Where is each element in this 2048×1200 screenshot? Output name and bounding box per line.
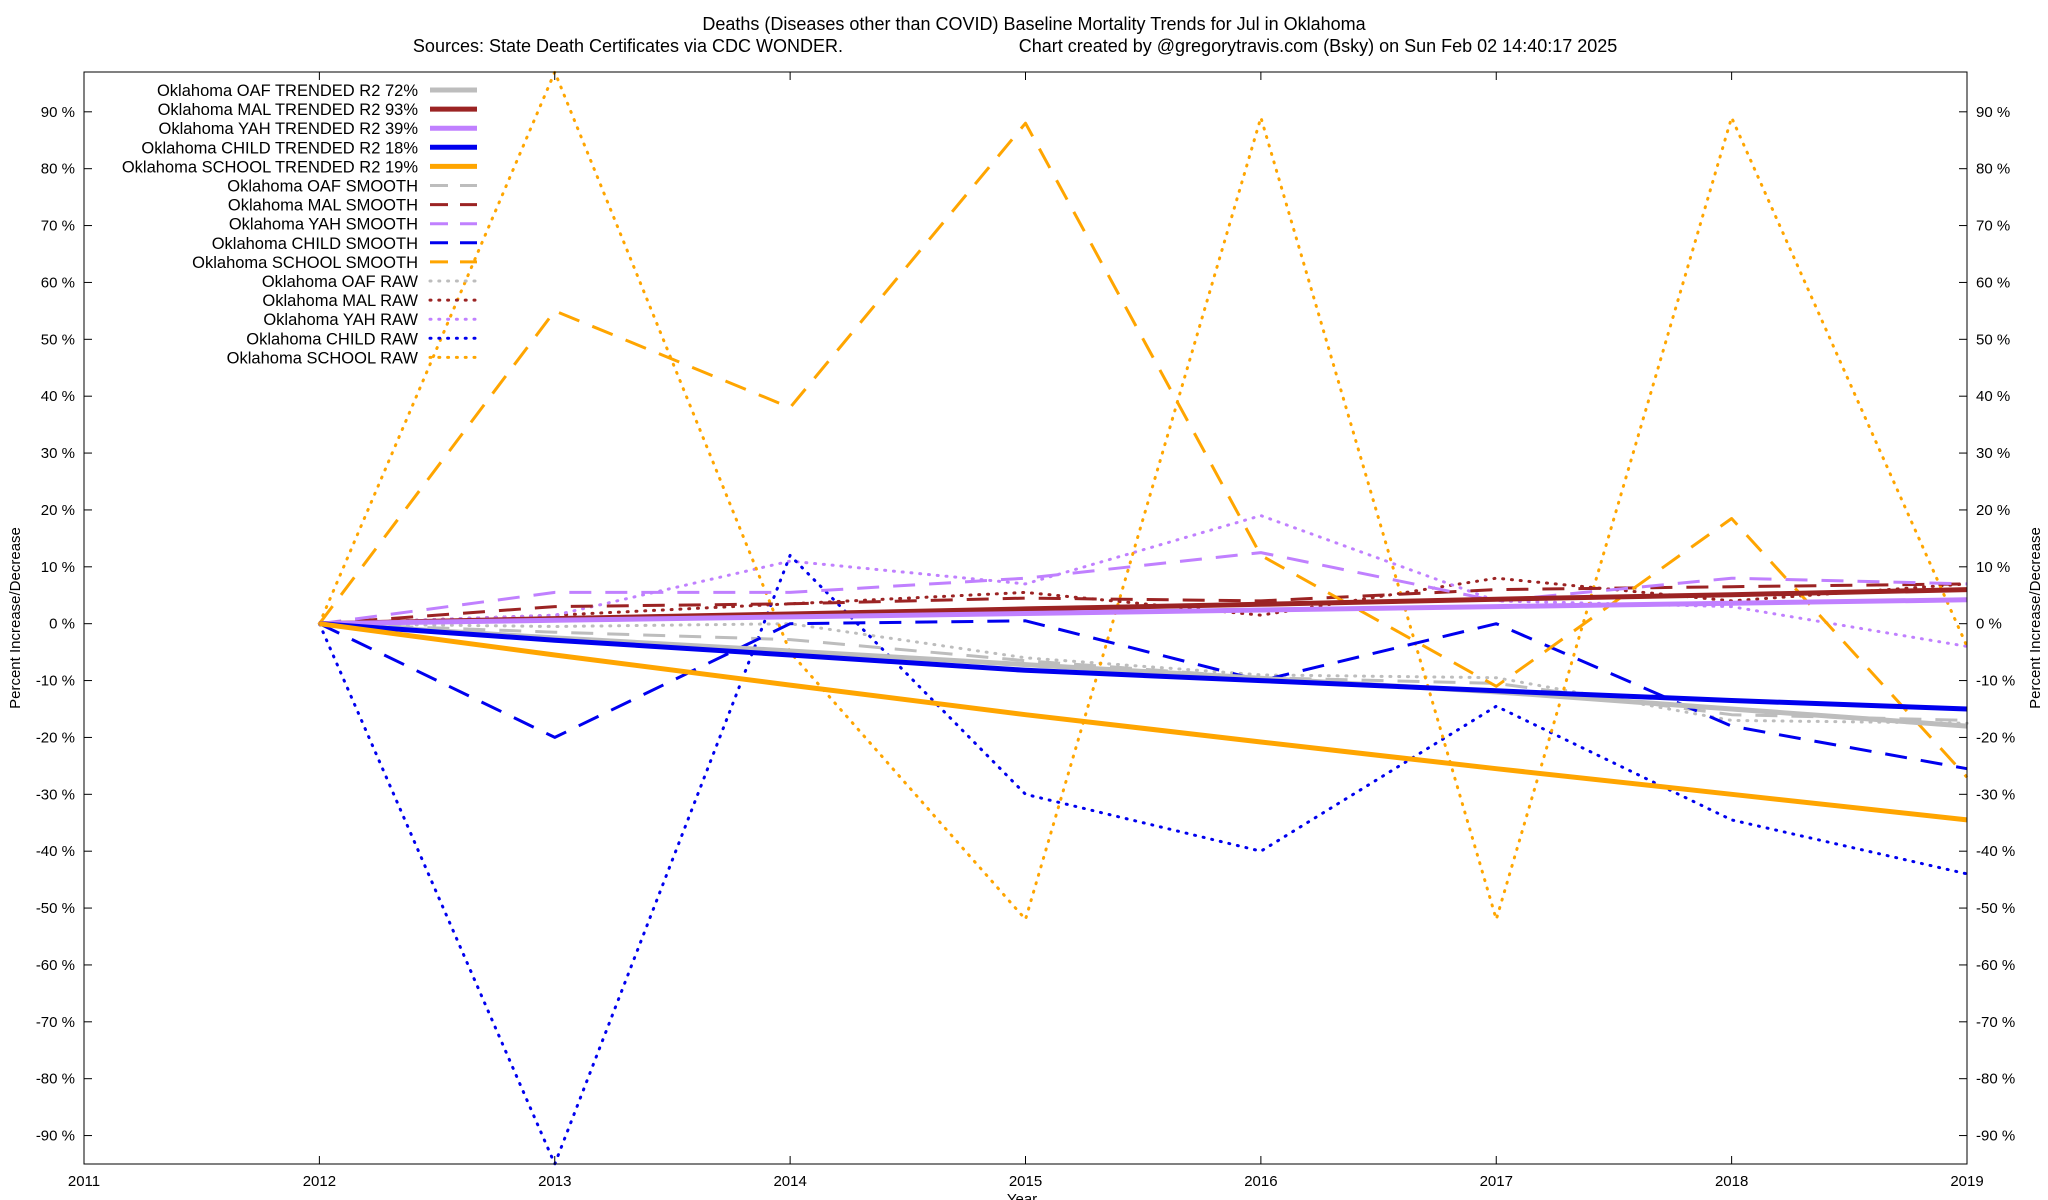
chart-subtitle-credit: Chart created by @gregorytravis.com (Bsk… (1019, 36, 1618, 56)
y-tick-label: -90 % (36, 1128, 75, 1145)
series-line-child-trended (319, 621, 1968, 712)
y-tick-label-right: -50 % (1976, 900, 2015, 917)
y-tick-label: 90 % (41, 104, 75, 121)
series-line-yah-trended (319, 597, 1968, 627)
y-tick-label-right: 60 % (1976, 274, 2010, 291)
y-tick-label: 80 % (41, 161, 75, 178)
y-tick-label-right: 90 % (1976, 104, 2010, 121)
y-tick-label: 70 % (41, 218, 75, 235)
legend-label: Oklahoma MAL SMOOTH (228, 197, 418, 215)
y-tick-label-right: 30 % (1976, 445, 2010, 462)
y-tick-label-right: -10 % (1976, 673, 2015, 690)
legend-label: Oklahoma MAL RAW (262, 292, 418, 310)
legend-label: Oklahoma SCHOOL SMOOTH (192, 254, 418, 272)
y-tick-label: 20 % (41, 502, 75, 519)
legend-label: Oklahoma CHILD RAW (246, 330, 418, 348)
y-tick-label: 0 % (49, 616, 75, 633)
y-tick-label: -80 % (36, 1071, 75, 1088)
series-line-child-raw (317, 553, 1969, 1166)
x-tick-label: 2018 (1715, 1173, 1748, 1190)
x-tick-label: 2015 (1009, 1173, 1042, 1190)
legend-label: Oklahoma SCHOOL RAW (227, 349, 419, 367)
y-tick-label-right: -20 % (1976, 729, 2015, 746)
series-line-yah-smooth (319, 551, 1968, 626)
legend-label: Oklahoma OAF TRENDED R2 72% (157, 82, 418, 100)
series-line-oaf-trended (319, 621, 1968, 729)
x-tick-label: 2019 (1950, 1173, 1983, 1190)
y-tick-label-right: 20 % (1976, 502, 2010, 519)
y-tick-label: -50 % (36, 900, 75, 917)
legend-label: Oklahoma CHILD SMOOTH (212, 235, 418, 253)
y-tick-label-right: 0 % (1976, 616, 2002, 633)
series-line-oaf-raw (317, 622, 1969, 725)
y-tick-label-right: -30 % (1976, 786, 2015, 803)
y-tick-label-right: -80 % (1976, 1071, 2015, 1088)
y-tick-label: 40 % (41, 388, 75, 405)
x-tick-label: 2014 (773, 1173, 806, 1190)
y-tick-label: -20 % (36, 729, 75, 746)
y-axis-label: Percent Increase/Decrease (7, 527, 24, 709)
y-tick-label: -10 % (36, 673, 75, 690)
series-line-mal-raw (317, 576, 1969, 626)
legend-label: Oklahoma YAH SMOOTH (229, 216, 418, 234)
legend: Oklahoma OAF TRENDED R2 72%Oklahoma MAL … (122, 82, 479, 367)
y-tick-label-right: 50 % (1976, 331, 2010, 348)
series-line-mal-smooth (319, 582, 1968, 626)
series-line-school-trended (319, 621, 1968, 823)
y-tick-label: 60 % (41, 274, 75, 291)
x-tick-label: 2016 (1244, 1173, 1277, 1190)
series-layer (317, 70, 1969, 1166)
x-tick-label: 2013 (538, 1173, 571, 1190)
x-tick-label: 2011 (68, 1173, 100, 1190)
legend-label: Oklahoma YAH TRENDED R2 39% (158, 120, 418, 138)
axes-layer: 2011 2012 2013 2014 2015 2016 2017 2018 2019 90 %… (36, 71, 2015, 1190)
series-line-yah-raw (317, 514, 1969, 648)
y-tick-label: -70 % (36, 1014, 75, 1031)
y-tick-label-right: -60 % (1976, 957, 2015, 974)
series-line-child-smooth (318, 619, 1968, 771)
y-tick-label-right: 70 % (1976, 218, 2010, 235)
series-line-school-raw (317, 70, 1969, 921)
x-tick-label: 2012 (303, 1173, 336, 1190)
x-tick-label: 2017 (1480, 1173, 1513, 1190)
y-tick-label: 50 % (41, 331, 75, 348)
y-tick-label-right: -40 % (1976, 843, 2015, 860)
y-tick-label-right: -70 % (1976, 1014, 2015, 1031)
series-line-school-smooth (318, 121, 1969, 779)
y-tick-label-right: 40 % (1976, 388, 2010, 405)
y-tick-label: -30 % (36, 786, 75, 803)
legend-label: Oklahoma SCHOOL TRENDED R2 19% (122, 158, 419, 176)
chart-subtitle-sources: Sources: State Death Certificates via CD… (413, 36, 843, 56)
y-tick-label-right: 80 % (1976, 161, 2010, 178)
legend-label: Oklahoma MAL TRENDED R2 93% (158, 101, 419, 119)
y-axis-label-right: Percent Increase/Decrease (2027, 527, 2044, 709)
legend-label: Oklahoma YAH RAW (263, 311, 418, 329)
legend-label: Oklahoma OAF RAW (262, 273, 419, 291)
legend-label: Oklahoma OAF SMOOTH (227, 178, 418, 196)
y-tick-label: -40 % (36, 843, 75, 860)
y-tick-label: 30 % (41, 445, 75, 462)
y-tick-label: -60 % (36, 957, 75, 974)
y-tick-label-right: -90 % (1976, 1128, 2015, 1145)
y-tick-label-right: 10 % (1976, 559, 2010, 576)
chart-title: Deaths (Diseases other than COVID) Basel… (702, 14, 1366, 34)
x-axis-label: Year (1007, 1191, 1037, 1200)
legend-label: Oklahoma CHILD TRENDED R2 18% (141, 139, 418, 157)
y-tick-label: 10 % (41, 559, 75, 576)
